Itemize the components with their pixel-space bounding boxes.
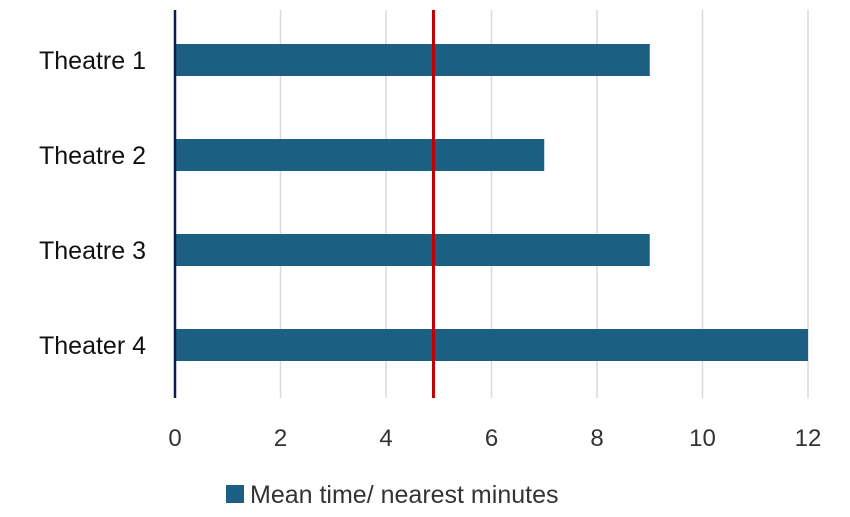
category-label: Theatre 3 — [39, 237, 146, 265]
bar — [175, 139, 545, 171]
category-label: Theatre 2 — [39, 142, 146, 170]
bar — [175, 234, 650, 266]
x-tick-label: 6 — [485, 425, 498, 452]
x-tick-label: 8 — [590, 425, 603, 452]
category-label: Theater 4 — [39, 332, 146, 360]
bar — [175, 44, 650, 76]
legend: Mean time/ nearest minutes — [226, 481, 558, 509]
legend-label: Mean time/ nearest minutes — [250, 481, 558, 509]
bar — [175, 329, 808, 361]
x-tick-label: 12 — [795, 425, 822, 452]
x-tick-label: 2 — [274, 425, 287, 452]
category-labels: Theatre 1 Theatre 2 Theatre 3 Theater 4 — [39, 47, 146, 360]
category-label: Theatre 1 — [39, 47, 146, 75]
x-tick-labels: 0 2 4 6 8 10 12 — [168, 425, 821, 452]
bar-layer — [175, 44, 808, 361]
x-tick-label: 0 — [168, 425, 181, 452]
legend-swatch — [226, 485, 244, 503]
x-tick-label: 4 — [379, 425, 392, 452]
x-tick-label: 10 — [689, 425, 716, 452]
